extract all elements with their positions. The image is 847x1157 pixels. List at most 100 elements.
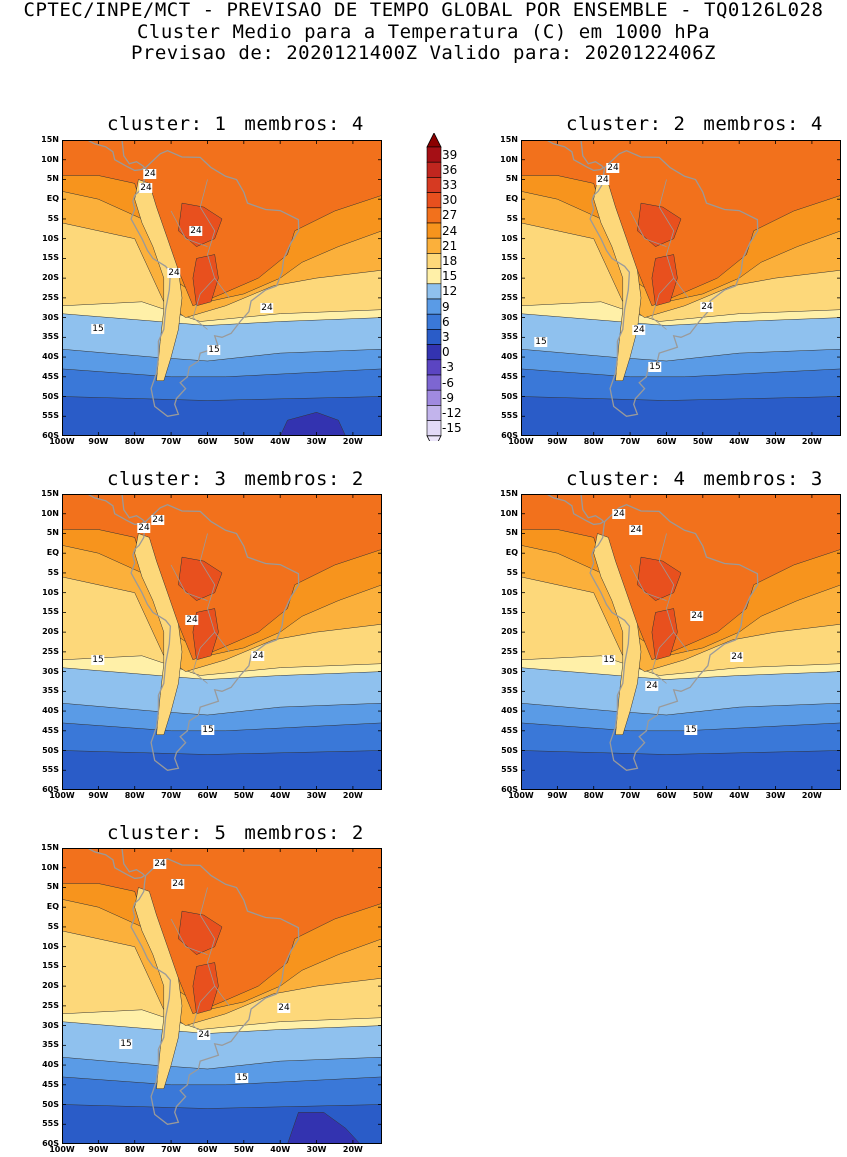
lat-tick-label: 40S bbox=[42, 352, 59, 362]
temperature-map bbox=[62, 140, 382, 436]
figure-subtitle: Cluster Medio para a Temperatura (C) em … bbox=[136, 21, 711, 43]
lat-tick-label: 5N bbox=[505, 528, 518, 538]
colorbar-swatch bbox=[426, 405, 442, 421]
lat-tick-label: 50S bbox=[501, 745, 518, 755]
panel-cluster-number: 1 bbox=[214, 113, 227, 135]
colorbar-label: 12 bbox=[442, 284, 458, 299]
lat-tick-label: 40S bbox=[501, 352, 518, 362]
lon-tick-label: 30W bbox=[306, 1145, 327, 1154]
panel-title-1: cluster: 1 membros: 4 bbox=[107, 113, 364, 135]
colorbar-label: -6 bbox=[442, 375, 454, 390]
colorbar-label: 0 bbox=[442, 345, 450, 360]
lat-tick-label: 25S bbox=[501, 646, 518, 656]
lon-tick-label: 100W bbox=[49, 437, 75, 446]
lat-tick-label: 15S bbox=[501, 607, 518, 617]
lat-tick-label: 15S bbox=[42, 607, 59, 617]
contour-label: 24 bbox=[167, 268, 181, 278]
colorbar-swatch bbox=[426, 298, 442, 315]
lon-tick-label: 80W bbox=[124, 791, 145, 800]
lat-tick-label: 5N bbox=[46, 882, 59, 892]
colorbar-label: 39 bbox=[442, 147, 458, 162]
lon-tick-label: 50W bbox=[233, 437, 254, 446]
lat-tick-label: 10N bbox=[41, 508, 59, 518]
lat-tick-label: 5N bbox=[505, 174, 518, 184]
contour-label: 24 bbox=[632, 325, 646, 335]
lat-tick-label: 35S bbox=[501, 332, 518, 342]
lon-tick-label: 20W bbox=[801, 437, 822, 446]
lat-tick-label: 10S bbox=[42, 587, 59, 597]
contour-label: 24 bbox=[700, 302, 714, 312]
lon-tick-label: 20W bbox=[342, 791, 363, 800]
lat-tick-label: 10S bbox=[501, 233, 518, 243]
lon-tick-label: 50W bbox=[692, 791, 713, 800]
lon-tick-label: 40W bbox=[729, 437, 750, 446]
lon-tick-label: 80W bbox=[583, 791, 604, 800]
lat-tick-label: 50S bbox=[501, 391, 518, 401]
lat-tick-label: 20S bbox=[42, 627, 59, 637]
contour-label: 24 bbox=[151, 515, 165, 525]
lat-tick-label: 55S bbox=[42, 1119, 59, 1129]
lat-tick-label: 5S bbox=[47, 567, 59, 577]
panel-members-count: 4 bbox=[351, 113, 364, 135]
colorbar-label: 27 bbox=[442, 208, 458, 223]
colorbar-top-arrow bbox=[426, 133, 442, 148]
lat-tick-label: 35S bbox=[42, 686, 59, 696]
colorbar-bottom-arrow bbox=[426, 435, 442, 441]
lon-tick-label: 60W bbox=[197, 791, 218, 800]
lon-tick-label: 90W bbox=[88, 1145, 109, 1154]
colorbar-swatch bbox=[426, 359, 442, 376]
lat-tick-label: 20S bbox=[42, 273, 59, 283]
lon-tick-label: 100W bbox=[49, 791, 75, 800]
colorbar-swatch bbox=[426, 237, 442, 254]
map-panel-2: 15N 10N 5N EQ 5S 10S 15S 20S 25S 30S 35S 40S 45S 50S 5… bbox=[500, 135, 841, 446]
panel-cluster-label: cluster: bbox=[107, 822, 203, 844]
lon-tick-label: 20W bbox=[342, 437, 363, 446]
panel-title-3: cluster: 3 membros: 2 bbox=[107, 468, 364, 490]
colorbar-label: 9 bbox=[442, 299, 450, 314]
contour-label: 24 bbox=[185, 615, 199, 625]
lat-tick-label: 50S bbox=[42, 1099, 59, 1109]
contour-label: 24 bbox=[629, 525, 643, 535]
lon-tick-label: 80W bbox=[124, 1145, 145, 1154]
panel-cluster-label: cluster: bbox=[566, 468, 662, 490]
lat-tick-label: 15S bbox=[501, 253, 518, 263]
lat-tick-label: 40S bbox=[501, 706, 518, 716]
lon-tick-label: 90W bbox=[547, 437, 568, 446]
temperature-map bbox=[62, 494, 382, 790]
panel-members-label: membros: bbox=[244, 468, 340, 490]
lat-tick-label: 45S bbox=[42, 1079, 59, 1089]
colorbar-label: 36 bbox=[442, 162, 458, 177]
panel-cluster-number: 4 bbox=[673, 468, 686, 490]
lon-tick-label: 40W bbox=[270, 1145, 291, 1154]
colorbar-swatch bbox=[426, 253, 442, 269]
colorbar-label: 30 bbox=[442, 193, 458, 208]
lon-tick-label: 30W bbox=[765, 437, 786, 446]
lat-tick-label: 20S bbox=[501, 627, 518, 637]
panel-members-count: 4 bbox=[810, 113, 823, 135]
panel-cluster-label: cluster: bbox=[107, 113, 203, 135]
panel-members-count: 2 bbox=[351, 822, 364, 844]
colorbar-swatch bbox=[426, 161, 442, 178]
forecast-dates: Previsao de: 2020121400Z Valido para: 20… bbox=[130, 42, 716, 64]
colorbar-swatch bbox=[426, 344, 442, 361]
lat-tick-label: 35S bbox=[42, 1040, 59, 1050]
lat-tick-label: 40S bbox=[42, 706, 59, 716]
colorbar-swatch bbox=[426, 389, 442, 406]
lat-tick-label: 35S bbox=[501, 686, 518, 696]
panel-members-count: 2 bbox=[351, 468, 364, 490]
contour-label: 15 bbox=[91, 655, 105, 665]
lon-tick-label: 70W bbox=[620, 437, 641, 446]
colorbar-swatch bbox=[426, 146, 442, 163]
colorbar-swatch bbox=[426, 177, 442, 193]
lon-tick-label: 100W bbox=[508, 791, 534, 800]
temperature-map bbox=[521, 140, 841, 436]
contour-label: 24 bbox=[251, 651, 265, 661]
colorbar-label: -9 bbox=[442, 390, 454, 405]
contour-label: 15 bbox=[207, 345, 221, 355]
colorbar-swatch bbox=[426, 207, 442, 224]
contour-label: 24 bbox=[277, 1003, 291, 1013]
lat-tick-label: 25S bbox=[42, 646, 59, 656]
lon-tick-label: 30W bbox=[765, 791, 786, 800]
contour-label: 24 bbox=[143, 169, 157, 179]
lat-tick-label: 40S bbox=[42, 1060, 59, 1070]
